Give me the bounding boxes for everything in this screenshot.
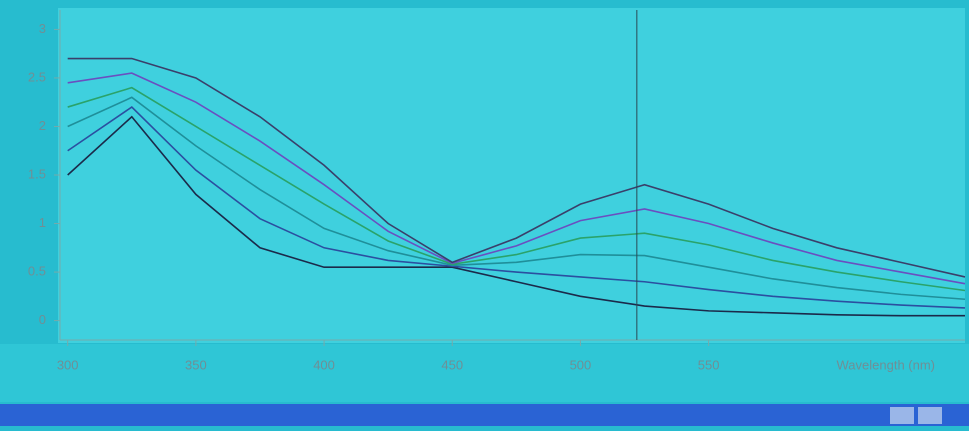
x-tick-label: 400 [313,357,335,372]
y-tick-label: 3 [39,21,46,36]
page: {"chart_data": {"type": "line", "x": [30… [0,0,969,426]
y-tick-label: 0 [39,312,46,327]
x-tick-label: 300 [57,357,79,372]
window-button[interactable] [918,407,942,424]
plot-area [58,8,965,343]
title-bar [0,404,969,426]
y-tick-label: 1.5 [28,166,46,181]
window-button[interactable] [890,407,914,424]
x-tick-label: 350 [185,357,207,372]
x-tick-label: 550 [698,357,720,372]
y-tick-label: 0.5 [28,263,46,278]
x-axis-label: Wavelength (nm) [837,357,936,372]
axis-strip [0,344,969,402]
y-tick-label: 2.5 [28,69,46,84]
y-tick-label: 2 [39,118,46,133]
chart: Wavelength (nm) 0 0.5 1 1.5 2 2.5 3 300 350 400 45… [0,0,969,426]
x-tick-label: 500 [570,357,592,372]
y-tick-label: 1 [39,215,46,230]
x-tick-label: 450 [441,357,463,372]
